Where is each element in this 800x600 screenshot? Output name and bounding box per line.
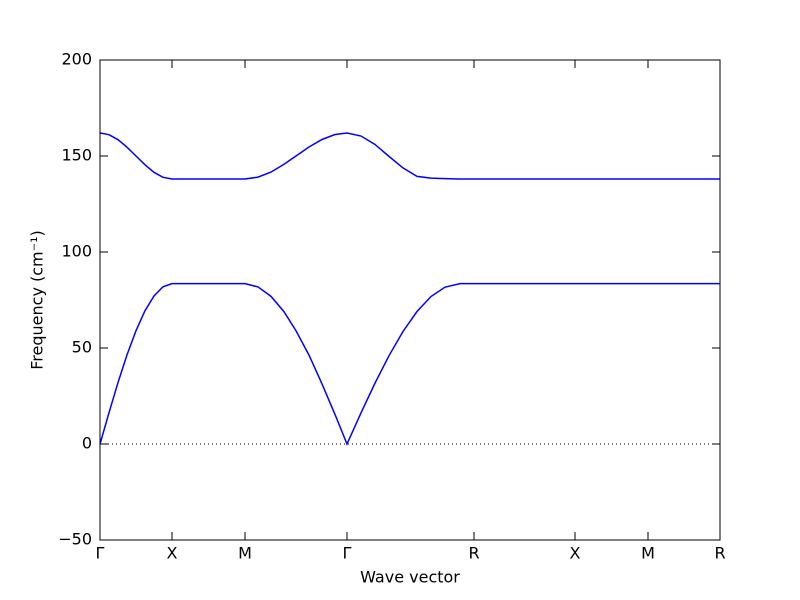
x-tick-label: Γ bbox=[96, 544, 105, 563]
y-tick-label: 200 bbox=[61, 50, 92, 69]
x-tick-label: M bbox=[641, 544, 655, 563]
y-tick-label: −50 bbox=[58, 530, 92, 549]
y-tick-label: 0 bbox=[82, 434, 92, 453]
x-tick-label: Γ bbox=[343, 544, 352, 563]
x-axis-label: Wave vector bbox=[360, 568, 460, 587]
x-tick-label: M bbox=[238, 544, 252, 563]
band-line bbox=[99, 132, 720, 180]
x-tick-label: X bbox=[167, 544, 178, 563]
x-tick-label: R bbox=[468, 544, 479, 563]
y-tick-label: 100 bbox=[61, 242, 92, 261]
y-tick-label: 150 bbox=[61, 146, 92, 165]
y-tick-label: 50 bbox=[72, 338, 92, 357]
band-line bbox=[99, 282, 720, 446]
plot-frame bbox=[99, 59, 721, 541]
x-tick-label: R bbox=[714, 544, 725, 563]
y-axis-label: Frequency (cm⁻¹) bbox=[28, 230, 47, 369]
x-tick-label: X bbox=[570, 544, 581, 563]
